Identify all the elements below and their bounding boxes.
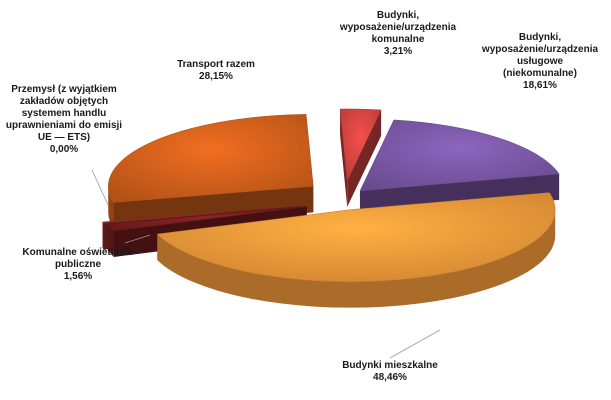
slice-label: Budynki, wyposażenie/urządzenia komunalne 3…	[339, 10, 457, 57]
slice-label: Budynki, wyposażenie/urządzenia usługowe (n…	[481, 32, 599, 91]
slice-label: Transport razem 28,15%	[177, 59, 255, 82]
slice-outer-wall	[157, 209, 556, 308]
pie-slice	[359, 119, 560, 192]
pie-slice	[108, 114, 314, 203]
pie-slice	[339, 108, 382, 182]
pie-slice	[107, 206, 307, 232]
pie-slice	[156, 192, 556, 282]
slice-label: Przemysł (z wyjątkiem zakładów objętych sy…	[6, 84, 122, 155]
slice-tops	[102, 108, 560, 282]
slice-label: Komunalne oświetlenie publiczne 1,56%	[22, 247, 134, 282]
slice-wall	[347, 109, 382, 207]
leader-line	[389, 329, 441, 359]
pie-slice	[102, 205, 303, 224]
slice-label: Budynki mieszkalne 48,46%	[342, 360, 438, 383]
slice-outer-wall	[108, 186, 114, 229]
leader-line	[91, 169, 109, 206]
slice-wall	[340, 108, 348, 207]
leader-lines	[91, 169, 441, 359]
slice-labels: Budynki, wyposażenie/urządzenia komunalne 3…	[6, 10, 599, 383]
slice-outer-wall	[108, 224, 114, 257]
leader-line	[124, 234, 151, 244]
slice-outer-wall	[102, 222, 104, 250]
